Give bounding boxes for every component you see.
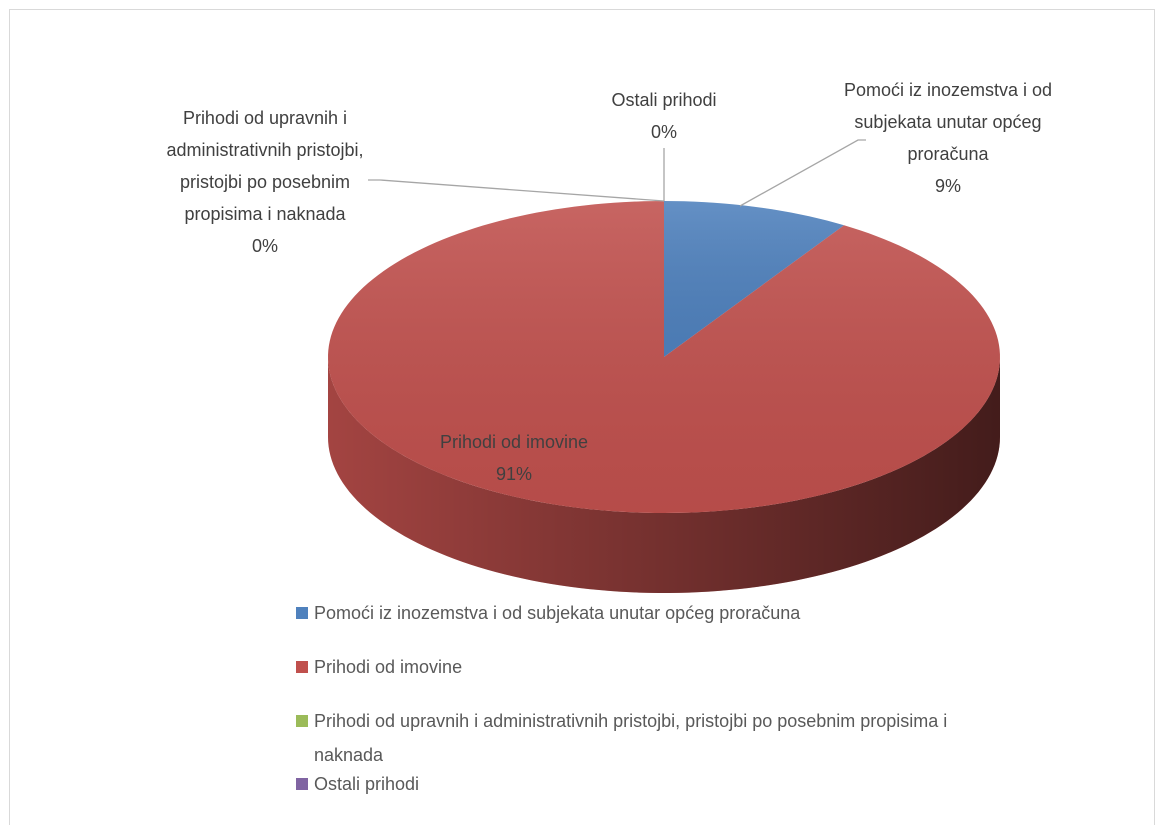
legend-entry: Prihodi od imovine bbox=[296, 650, 976, 684]
legend-label: Pomoći iz inozemstva i od subjekata unut… bbox=[314, 603, 801, 623]
data-label-name: Pomoći iz inozemstva i od subjekata unut… bbox=[843, 80, 1053, 164]
data-label-value: 0% bbox=[251, 236, 278, 256]
legend-entry: Pomoći iz inozemstva i od subjekata unut… bbox=[296, 596, 976, 630]
data-label: Ostali prihodi 0% bbox=[564, 84, 764, 148]
data-label-value: 91% bbox=[495, 464, 533, 484]
pie bbox=[328, 201, 1000, 593]
data-label-name: Ostali prihodi bbox=[611, 90, 717, 110]
chart-border bbox=[9, 9, 1155, 825]
data-label-value: 9% bbox=[934, 176, 961, 196]
leader-lines bbox=[368, 139, 866, 207]
data-label: Prihodi od upravnih i administrativnih p… bbox=[140, 102, 390, 262]
legend-label: Prihodi od upravnih i administrativnih p… bbox=[314, 711, 948, 765]
legend-swatch bbox=[296, 715, 308, 727]
data-label: Pomoći iz inozemstva i od subjekata unut… bbox=[828, 74, 1068, 202]
data-label-name: Prihodi od imovine bbox=[439, 432, 589, 452]
legend-label: Prihodi od imovine bbox=[314, 657, 463, 677]
legend-entry: Ostali prihodi bbox=[296, 767, 976, 801]
leader-line bbox=[368, 179, 665, 202]
leader-line bbox=[739, 139, 866, 207]
legend-swatch bbox=[296, 661, 308, 673]
legend-label: Ostali prihodi bbox=[314, 774, 420, 794]
data-label-name: Prihodi od upravnih i administrativnih p… bbox=[166, 108, 364, 224]
data-label-value: 0% bbox=[650, 122, 677, 142]
legend-entry: Prihodi od upravnih i administrativnih p… bbox=[296, 704, 976, 772]
data-label: Prihodi od imovine 91% bbox=[394, 426, 634, 490]
slice-side-shade bbox=[328, 357, 1000, 593]
slice-shine bbox=[664, 201, 845, 357]
legend-swatch bbox=[296, 607, 308, 619]
legend-swatch bbox=[296, 778, 308, 790]
slice-shine bbox=[328, 201, 1000, 513]
